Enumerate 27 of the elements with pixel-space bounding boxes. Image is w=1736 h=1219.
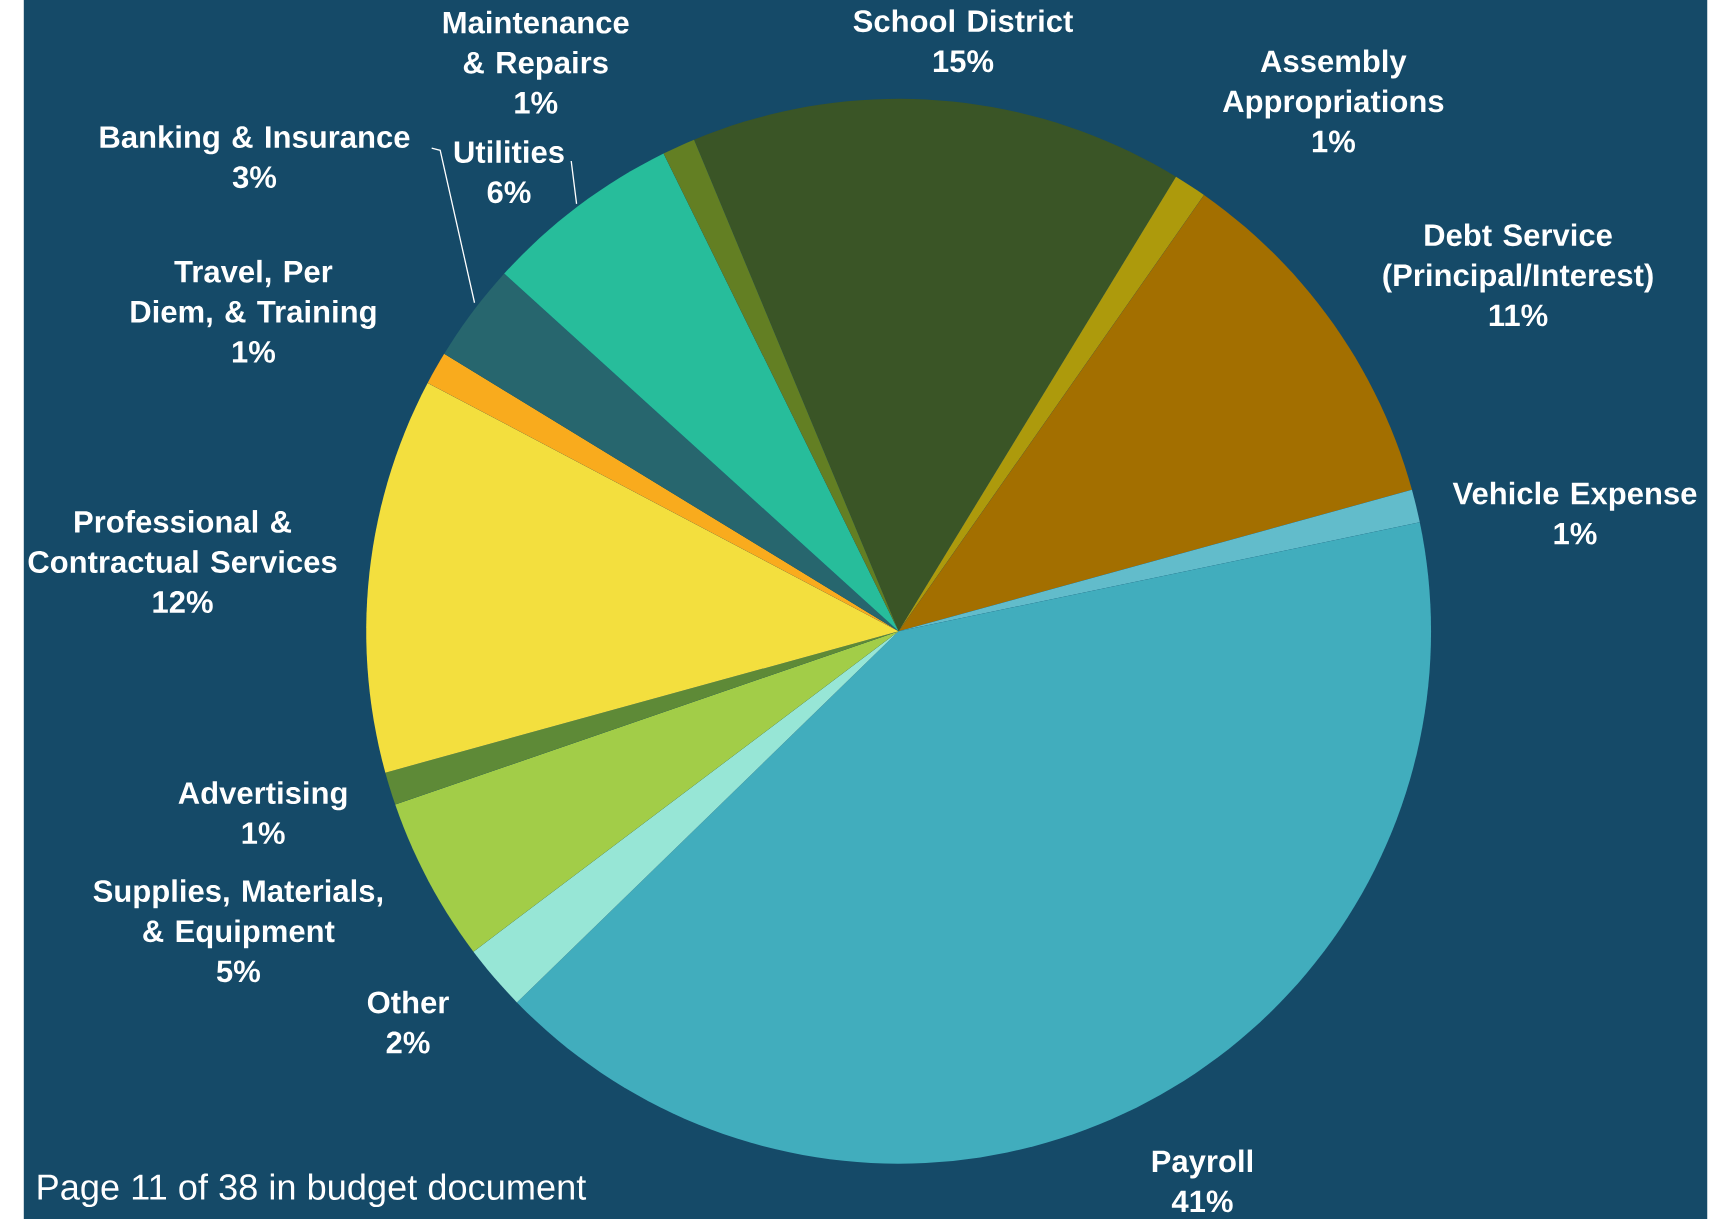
slice-label: Supplies, Materials, & Equipment [93, 879, 383, 949]
data-label: 1% [1554, 522, 1597, 545]
slice-label: Utilities [454, 140, 564, 164]
data-label: 2% [386, 1031, 430, 1054]
slice-label: Maintenance & Repairs [443, 10, 629, 80]
data-label: 3% [232, 166, 277, 189]
data-label: 1% [515, 91, 558, 114]
data-label: 1% [1312, 130, 1355, 153]
slice-label: Payroll [1152, 1149, 1253, 1179]
data-label: 5% [216, 960, 260, 983]
slice-label: Professional & Contractual Services [28, 510, 337, 573]
data-label: 1% [242, 822, 285, 845]
slice-label: Vehicle Expense [1452, 481, 1697, 511]
data-label: 1% [232, 340, 276, 363]
data-label: 12% [153, 591, 213, 613]
slice-label: Travel, Per Diem, & Training [131, 259, 376, 329]
slice-label: Advertising [178, 781, 347, 811]
data-label: 15% [933, 50, 994, 73]
data-label: 6% [487, 181, 531, 204]
slice-label: Other [367, 990, 449, 1014]
slice-label: Banking & Insurance [100, 125, 410, 155]
slice-label: Debt Service (Principal/Interest) [1383, 223, 1653, 293]
slice-label: School District [853, 9, 1073, 33]
data-label: 41% [1171, 1190, 1233, 1213]
data-label: 11% [1489, 304, 1548, 327]
slice-label: Assembly Appropriations [1222, 49, 1444, 119]
text: Page 11 of 38 in budget document [38, 1173, 587, 1208]
